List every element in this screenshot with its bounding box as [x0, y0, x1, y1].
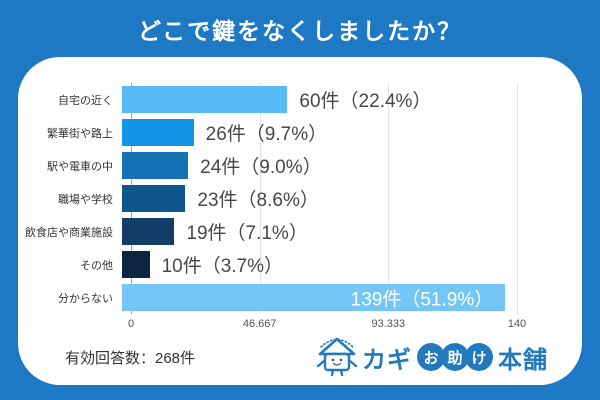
- chart-panel: 自宅の近く 60件（22.4%） 繁華街や路上 26件（9.7%） 駅や電車の中 24件（…: [18, 57, 582, 385]
- bar: [122, 119, 194, 146]
- brand-logo: カギ お助け 本舗: [315, 332, 548, 383]
- logo-otasuke-bubbles: お助け: [417, 343, 493, 371]
- bar: 139件（51.9%）: [122, 284, 506, 311]
- chart-row: 繁華街や路上 26件（9.7%）: [18, 116, 582, 149]
- category-label: その他: [80, 259, 113, 272]
- plot-cell: 139件（51.9%）: [122, 281, 508, 314]
- plot-cell: 26件（9.7%）: [122, 116, 508, 149]
- value-label: 10件（3.7%）: [161, 256, 284, 277]
- chart-rows: 自宅の近く 60件（22.4%） 繁華街や路上 26件（9.7%） 駅や電車の中 24件（…: [18, 83, 582, 314]
- x-tick-label: 0: [127, 318, 135, 330]
- logo-honpo-text: 本舗: [498, 346, 548, 374]
- logo-bubble-char: 助: [441, 343, 469, 371]
- category-label: 駅や電車の中: [47, 160, 113, 173]
- plot-cell: 10件（3.7%）: [122, 248, 508, 281]
- value-label: 139件（51.9%）: [350, 289, 494, 310]
- x-tick-label: 93.333: [371, 318, 406, 330]
- gridline: [259, 83, 261, 314]
- bar: [122, 251, 150, 278]
- value-label: 26件（9.7%）: [205, 124, 328, 145]
- chart-row: その他 10件（3.7%）: [18, 248, 582, 281]
- x-axis: 0 46.667 93.333 140: [127, 318, 526, 332]
- category-label: 飲食店や商業施設: [25, 226, 113, 239]
- category-label: 繁華街や路上: [47, 127, 113, 140]
- chart-row: 職場や学校 23件（8.6%）: [18, 182, 582, 215]
- logo-bubble-char: け: [465, 343, 493, 371]
- plot-cell: 24件（9.0%）: [122, 149, 508, 182]
- plot-cell: 19件（7.1%）: [122, 215, 508, 248]
- bar: [122, 185, 186, 212]
- plot-cell: 23件（8.6%）: [122, 182, 508, 215]
- chart-row: 飲食店や商業施設 19件（7.1%）: [18, 215, 582, 248]
- bar: [122, 218, 175, 245]
- chart-row: 分からない 139件（51.9%）: [18, 281, 582, 314]
- bar-chart: 自宅の近く 60件（22.4%） 繁華街や路上 26件（9.7%） 駅や電車の中 24件（…: [18, 83, 582, 332]
- x-tick-label: 140: [507, 318, 527, 330]
- footer: 有効回答数：268件 カギ: [65, 333, 548, 381]
- chart-row: 駅や電車の中 24件（9.0%）: [18, 149, 582, 182]
- value-label: 24件（9.0%）: [200, 157, 322, 178]
- category-label: 職場や学校: [58, 193, 113, 206]
- chart-title: どこで鍵をなくしましたか？: [137, 17, 463, 44]
- chart-row: 自宅の近く 60件（22.4%）: [18, 83, 582, 116]
- bar: [122, 86, 288, 113]
- category-label: 自宅の近く: [58, 94, 113, 107]
- x-tick-label: 46.667: [242, 318, 277, 330]
- logo-house-icon: [315, 332, 359, 383]
- sample-size-note: 有効回答数：268件: [65, 349, 196, 367]
- value-label: 23件（8.6%）: [197, 190, 319, 211]
- gridline: [517, 83, 518, 314]
- logo-kagi-text: カギ: [362, 346, 412, 374]
- value-label: 19件（7.1%）: [186, 223, 308, 244]
- bar: [122, 152, 189, 179]
- value-label: 60件（22.4%）: [299, 91, 432, 112]
- plot-cell: 60件（22.4%）: [122, 83, 508, 116]
- category-label: 分からない: [58, 292, 113, 305]
- logo-bubble-char: お: [417, 343, 445, 371]
- gridline: [388, 83, 390, 314]
